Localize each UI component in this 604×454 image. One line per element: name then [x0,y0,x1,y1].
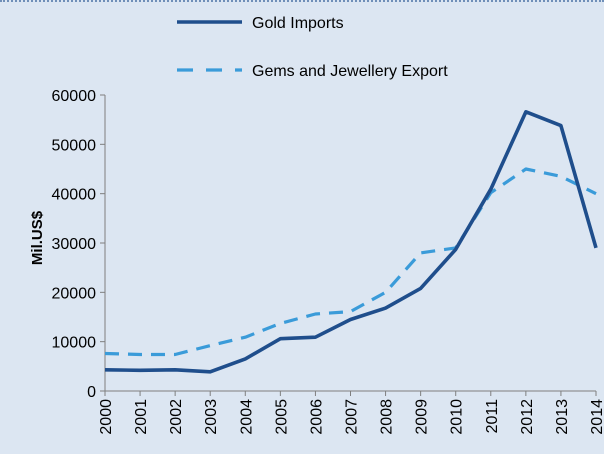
series-0-point [419,287,421,289]
y-axis-title: Mil.US$ [29,210,46,265]
series-0-point [279,338,281,340]
x-tick-label: 2007 [344,399,361,435]
series-1-point [209,344,211,346]
series-line-1 [104,167,597,357]
series-0-point [244,358,246,360]
x-tick-label: 2003 [203,399,220,435]
x-tick-label: 2004 [238,399,255,435]
y-tick-label: 50000 [52,137,97,154]
x-tick-label: 2009 [414,399,431,435]
series-0-point [174,369,176,371]
x-tick-label: 2008 [379,399,396,435]
x-tick-label: 2010 [449,399,466,435]
x-tick-label: 2001 [133,399,150,435]
x-ticks: 2000 2001 2002 2003 2004 2005 2006 2007 2008 2009… [98,391,604,435]
series-0-point [525,111,527,113]
x-tick-label: 2011 [484,399,501,434]
series-lines [104,110,598,374]
y-tick-label: 10000 [52,335,97,352]
x-tick-label: 2002 [168,399,185,435]
series-0-point [209,371,211,373]
x-tick-label: 2000 [98,399,115,435]
series-0-point [139,369,141,371]
series-0-point [595,247,597,249]
series-1-point [314,313,316,315]
x-tick-label: 2005 [273,399,290,435]
series-1-point [384,291,386,293]
x-tick-label: 2006 [308,399,325,435]
series-line-0 [104,110,598,374]
y-tick-label: 40000 [52,187,97,204]
y-tick-label: 60000 [52,88,97,105]
series-1-point [104,352,106,354]
x-tick-label: 2014 [589,399,604,435]
series-0-point [104,369,106,371]
series-1-point [174,353,176,355]
series-1-point [560,175,562,177]
y-tick-label: 30000 [52,236,97,253]
series-0-point [314,336,316,338]
series-0-point [384,307,386,309]
series-0-point [560,124,562,126]
axes: Mil.US$ [29,95,596,392]
x-tick-label: 2012 [519,399,536,435]
series-1-point [595,192,597,194]
y-tick-label: 0 [87,384,96,401]
y-tick-label: 20000 [52,285,97,302]
series-0-point [349,318,351,320]
series-1-point [349,310,351,312]
legend-label-0: Gold Imports [252,15,344,32]
series-1-point [419,252,421,254]
series-0-point [490,188,492,190]
series-1-point [244,336,246,338]
series-0-point [455,248,457,250]
legend: Gold Imports Gems and Jewellery Export [177,15,448,80]
series-1-point [139,353,141,355]
legend-label-1: Gems and Jewellery Export [252,63,448,80]
series-1-point [279,322,281,324]
x-tick-label: 2013 [554,399,571,435]
y-ticks: 0 10000 20000 30000 40000 50000 60000 [52,88,105,401]
series-1-point [525,168,527,170]
